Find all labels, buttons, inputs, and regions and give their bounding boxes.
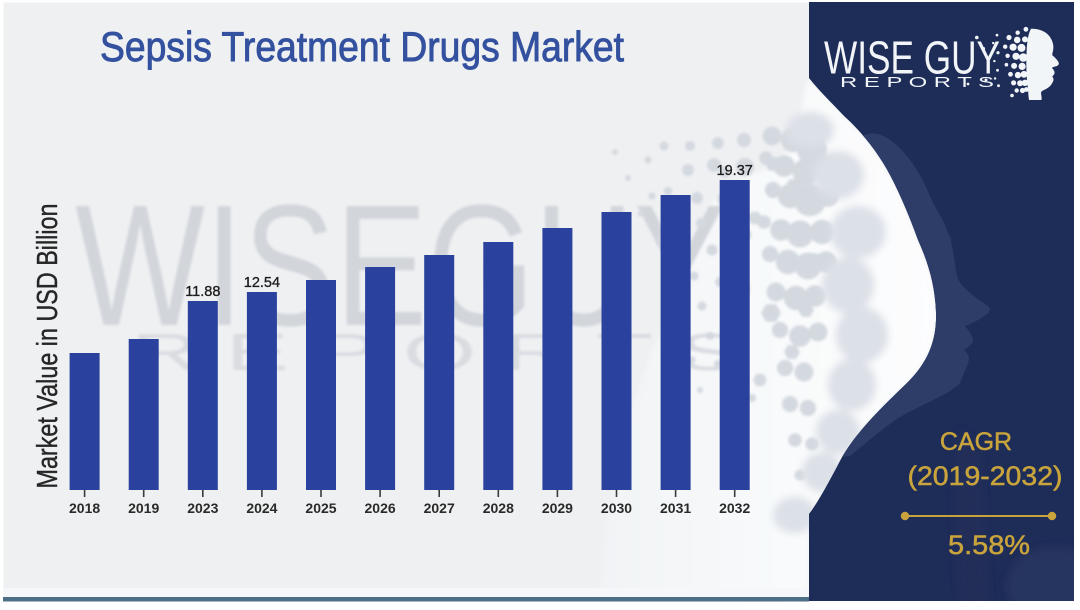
svg-text:5.58%: 5.58% [948, 530, 1030, 560]
svg-text:2025: 2025 [305, 500, 336, 516]
svg-text:12.54: 12.54 [244, 275, 280, 291]
svg-text:2028: 2028 [483, 500, 514, 516]
svg-text:Market Value in USD Billion: Market Value in USD Billion [32, 204, 64, 489]
svg-text:2018: 2018 [69, 500, 100, 516]
svg-text:2031: 2031 [660, 500, 691, 516]
svg-text:2029: 2029 [542, 500, 573, 516]
svg-text:WISE GUY: WISE GUY [824, 32, 1000, 84]
svg-text:2032: 2032 [719, 500, 750, 516]
svg-text:R E P O R T S: R E P O R T S [840, 75, 994, 91]
svg-text:2023: 2023 [187, 500, 218, 516]
svg-text:CAGR: CAGR [940, 428, 1012, 456]
svg-text:2024: 2024 [246, 500, 277, 516]
svg-text:Sepsis Treatment Drugs Market: Sepsis Treatment Drugs Market [100, 23, 624, 70]
svg-text:2019: 2019 [128, 500, 159, 516]
svg-text:19.37: 19.37 [717, 163, 753, 179]
svg-text:11.88: 11.88 [185, 284, 220, 300]
svg-text:(2019-2032): (2019-2032) [908, 461, 1063, 491]
svg-text:2027: 2027 [424, 500, 455, 516]
svg-text:2030: 2030 [601, 500, 632, 516]
svg-text:2026: 2026 [365, 500, 396, 516]
